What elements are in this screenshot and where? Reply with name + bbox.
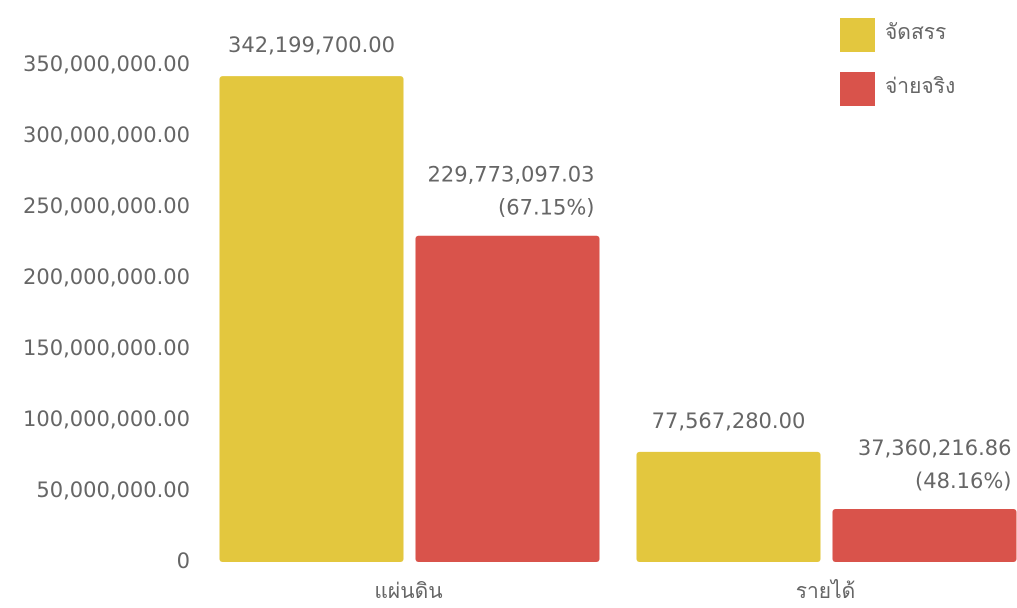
bar <box>219 76 404 563</box>
bar <box>636 451 821 562</box>
y-tick-label: 350,000,000.00 <box>23 52 190 76</box>
value-label: 229,773,097.03 <box>428 163 595 187</box>
legend-swatch <box>840 18 875 52</box>
value-label: 37,360,216.86 <box>858 436 1012 460</box>
value-label: 342,199,700.00 <box>228 33 395 57</box>
x-tick-label: รายได้ <box>796 579 856 603</box>
value-label: 77,567,280.00 <box>652 409 806 433</box>
y-tick-label: 200,000,000.00 <box>23 265 190 289</box>
y-tick-label: 150,000,000.00 <box>23 336 190 360</box>
share-label: (48.16%) <box>915 469 1011 493</box>
bar <box>415 235 600 562</box>
y-tick-label: 300,000,000.00 <box>23 123 190 147</box>
legend-swatch <box>840 72 875 106</box>
y-tick-label: 50,000,000.00 <box>36 478 190 502</box>
y-tick-label: 250,000,000.00 <box>23 194 190 218</box>
y-tick-label: 0 <box>177 549 190 573</box>
bar <box>832 508 1017 562</box>
share-label: (67.15%) <box>498 196 594 220</box>
legend-label: จัดสรร <box>885 20 946 44</box>
y-tick-label: 100,000,000.00 <box>23 407 190 431</box>
x-tick-label: แผ่นดิน <box>374 579 442 603</box>
legend-label: จ่ายจริง <box>885 74 955 98</box>
